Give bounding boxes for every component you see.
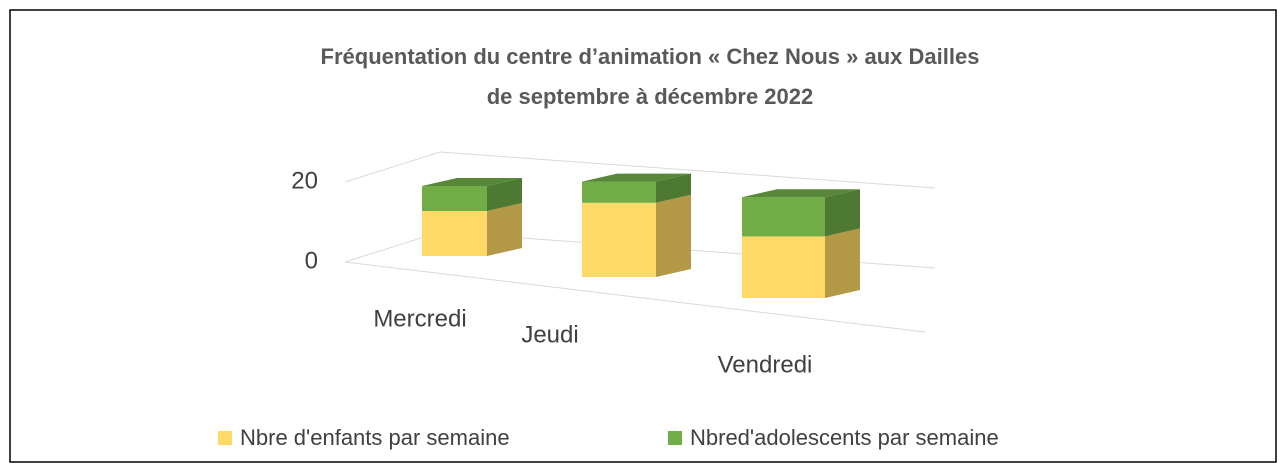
bar-side xyxy=(656,194,691,277)
bar xyxy=(742,236,825,298)
bar-top xyxy=(742,189,860,198)
bar-side xyxy=(487,203,522,256)
legend-label: Nbred'adolescents par semaine xyxy=(690,425,999,450)
legend-swatch xyxy=(668,431,682,445)
floor-edge xyxy=(344,261,926,333)
chart-title: de septembre à décembre 2022 xyxy=(487,84,814,109)
bar xyxy=(582,181,656,203)
x-tick-label: Jeudi xyxy=(521,321,578,348)
bar-top xyxy=(582,173,691,182)
bar xyxy=(422,186,487,211)
bar-side xyxy=(656,173,691,203)
bar-top xyxy=(422,178,522,186)
grid-line xyxy=(344,151,936,189)
legend-label: Nbre d'enfants par semaine xyxy=(240,425,510,450)
y-tick-label: 20 xyxy=(291,167,318,194)
bar-side xyxy=(487,178,522,211)
bar xyxy=(742,197,825,237)
chart-title: Fréquentation du centre d’animation « Ch… xyxy=(321,44,980,69)
bar xyxy=(582,202,656,277)
x-tick-label: Vendredi xyxy=(718,351,813,378)
x-tick-label: Mercredi xyxy=(373,305,466,332)
bar-side xyxy=(825,228,860,298)
legend-swatch xyxy=(218,431,232,445)
y-tick-label: 0 xyxy=(305,247,318,274)
bar-side xyxy=(825,189,860,237)
bar xyxy=(422,211,487,256)
